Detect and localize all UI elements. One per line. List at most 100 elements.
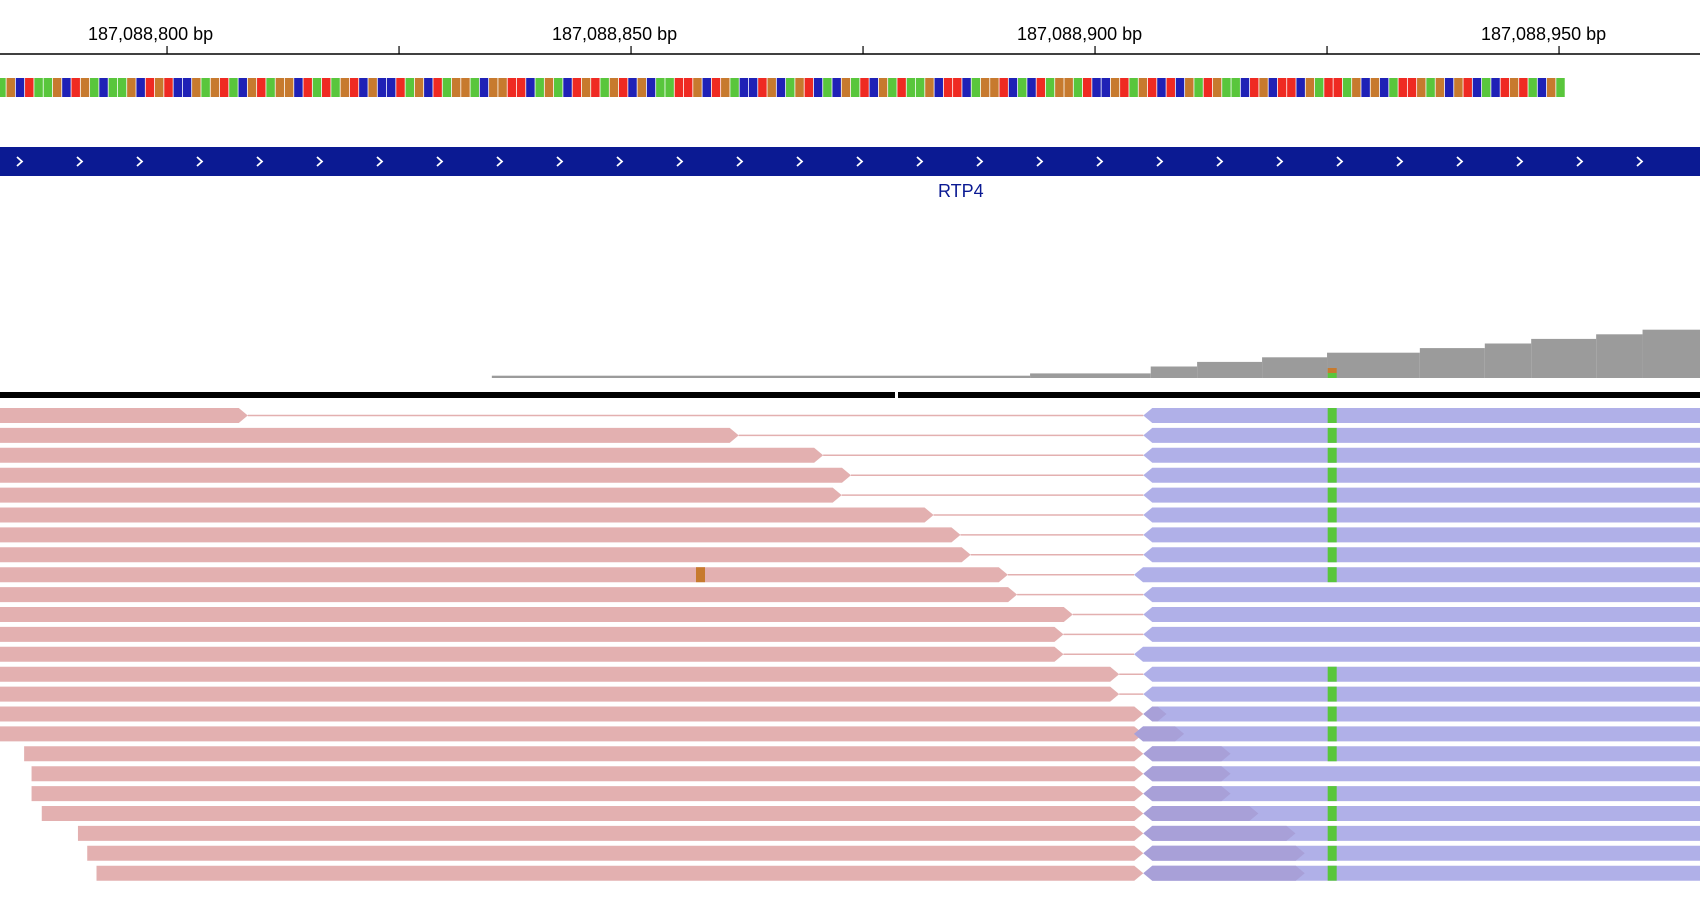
read-mismatch[interactable] xyxy=(1327,806,1337,821)
read-pair[interactable] xyxy=(0,726,1700,742)
reverse-read[interactable] xyxy=(1143,487,1700,503)
read-mismatch[interactable] xyxy=(1327,825,1337,841)
forward-read[interactable] xyxy=(0,527,961,543)
forward-read[interactable] xyxy=(0,607,1073,622)
read-mismatch[interactable] xyxy=(1327,726,1337,742)
read-mismatch[interactable] xyxy=(1327,845,1337,861)
reverse-read[interactable] xyxy=(1143,547,1700,563)
coverage-bar[interactable] xyxy=(1596,334,1643,378)
coverage-bar[interactable] xyxy=(1484,343,1532,379)
reverse-read[interactable] xyxy=(1134,726,1700,742)
read-pair[interactable] xyxy=(0,467,1700,483)
read-mismatch[interactable] xyxy=(1327,487,1337,503)
read-mismatch[interactable] xyxy=(1327,527,1337,543)
read-pair[interactable] xyxy=(0,706,1700,722)
read-mismatch[interactable] xyxy=(1327,507,1337,523)
forward-read[interactable] xyxy=(24,746,1144,762)
reverse-read[interactable] xyxy=(1143,666,1700,682)
read-pair[interactable] xyxy=(0,487,1700,503)
coverage-bar[interactable] xyxy=(1531,338,1597,378)
coverage-bar[interactable] xyxy=(1642,329,1700,378)
reverse-read[interactable] xyxy=(1143,527,1700,543)
reverse-read[interactable] xyxy=(1143,607,1700,622)
read-pair[interactable] xyxy=(0,587,1700,603)
reverse-read[interactable] xyxy=(1143,587,1700,603)
reverse-read[interactable] xyxy=(1143,806,1700,821)
read-mismatch[interactable] xyxy=(1327,447,1337,463)
read-pair[interactable] xyxy=(0,686,1700,702)
forward-read[interactable] xyxy=(0,626,1064,642)
read-pair[interactable] xyxy=(0,507,1700,523)
reverse-read[interactable] xyxy=(1143,408,1700,423)
forward-read[interactable] xyxy=(87,845,1144,861)
read-pair[interactable] xyxy=(41,806,1700,821)
ruler-track[interactable] xyxy=(0,46,1700,55)
read-mismatch[interactable] xyxy=(1327,567,1337,583)
coverage-bar[interactable] xyxy=(1327,352,1420,378)
forward-read[interactable] xyxy=(0,467,851,483)
read-mismatch[interactable] xyxy=(1327,786,1337,802)
reverse-read[interactable] xyxy=(1143,786,1700,802)
read-mismatch[interactable] xyxy=(1327,666,1337,682)
reverse-read[interactable] xyxy=(1143,766,1700,782)
reverse-read[interactable] xyxy=(1143,626,1700,642)
coverage-mismatch-marker[interactable] xyxy=(1327,373,1337,378)
read-pair[interactable] xyxy=(0,427,1700,443)
gene-feature-rtp4[interactable] xyxy=(0,147,1700,176)
coverage-bar[interactable] xyxy=(1197,361,1263,378)
reverse-read[interactable] xyxy=(1143,746,1700,762)
read-pair[interactable] xyxy=(0,666,1700,682)
gene-name-label[interactable]: RTP4 xyxy=(938,181,984,201)
read-pair[interactable] xyxy=(24,746,1700,762)
forward-read[interactable] xyxy=(0,427,739,443)
forward-read[interactable] xyxy=(31,786,1144,802)
reverse-read[interactable] xyxy=(1134,567,1700,583)
coverage-track[interactable] xyxy=(491,329,1700,379)
read-pair[interactable] xyxy=(31,786,1700,802)
forward-read[interactable] xyxy=(31,766,1144,782)
read-mismatch[interactable] xyxy=(1327,547,1337,563)
forward-read[interactable] xyxy=(0,706,1144,722)
read-pair[interactable] xyxy=(0,447,1700,463)
gene-track[interactable] xyxy=(0,147,1700,176)
coverage-bar[interactable] xyxy=(491,375,1031,378)
read-mismatch[interactable] xyxy=(1327,467,1337,483)
forward-read[interactable] xyxy=(0,587,1018,603)
reverse-read[interactable] xyxy=(1143,447,1700,463)
forward-read[interactable] xyxy=(0,567,1008,583)
forward-read[interactable] xyxy=(96,865,1144,881)
coverage-bar[interactable] xyxy=(1150,366,1198,379)
forward-read[interactable] xyxy=(77,825,1144,841)
reverse-read[interactable] xyxy=(1143,706,1700,722)
read-mismatch[interactable] xyxy=(1327,746,1337,762)
coverage-bar[interactable] xyxy=(1030,373,1151,378)
forward-read[interactable] xyxy=(0,646,1064,662)
read-pair[interactable] xyxy=(0,607,1700,622)
read-pair[interactable] xyxy=(87,845,1700,861)
read-pair[interactable] xyxy=(0,646,1700,662)
forward-read[interactable] xyxy=(0,447,824,463)
reverse-read[interactable] xyxy=(1143,427,1700,443)
forward-read[interactable] xyxy=(0,726,1144,742)
read-mismatch[interactable] xyxy=(1327,706,1337,722)
read-pair[interactable] xyxy=(0,408,1700,423)
read-mismatch[interactable] xyxy=(696,567,705,583)
read-pair[interactable] xyxy=(77,825,1700,841)
alignment-track[interactable] xyxy=(0,408,1700,881)
forward-read[interactable] xyxy=(0,686,1120,702)
read-mismatch[interactable] xyxy=(1327,408,1337,423)
reverse-read[interactable] xyxy=(1134,646,1700,662)
coverage-bar[interactable] xyxy=(1419,348,1485,378)
coverage-bar[interactable] xyxy=(1262,357,1328,378)
read-mismatch[interactable] xyxy=(1327,427,1337,443)
read-pair[interactable] xyxy=(0,567,1700,583)
read-pair[interactable] xyxy=(0,527,1700,543)
sequence-track[interactable] xyxy=(0,78,1565,97)
forward-read[interactable] xyxy=(0,507,934,523)
forward-read[interactable] xyxy=(0,547,971,563)
read-pair[interactable] xyxy=(0,626,1700,642)
coverage-mismatch-marker[interactable] xyxy=(1327,368,1337,373)
read-pair[interactable] xyxy=(96,865,1700,881)
read-pair[interactable] xyxy=(31,766,1700,782)
